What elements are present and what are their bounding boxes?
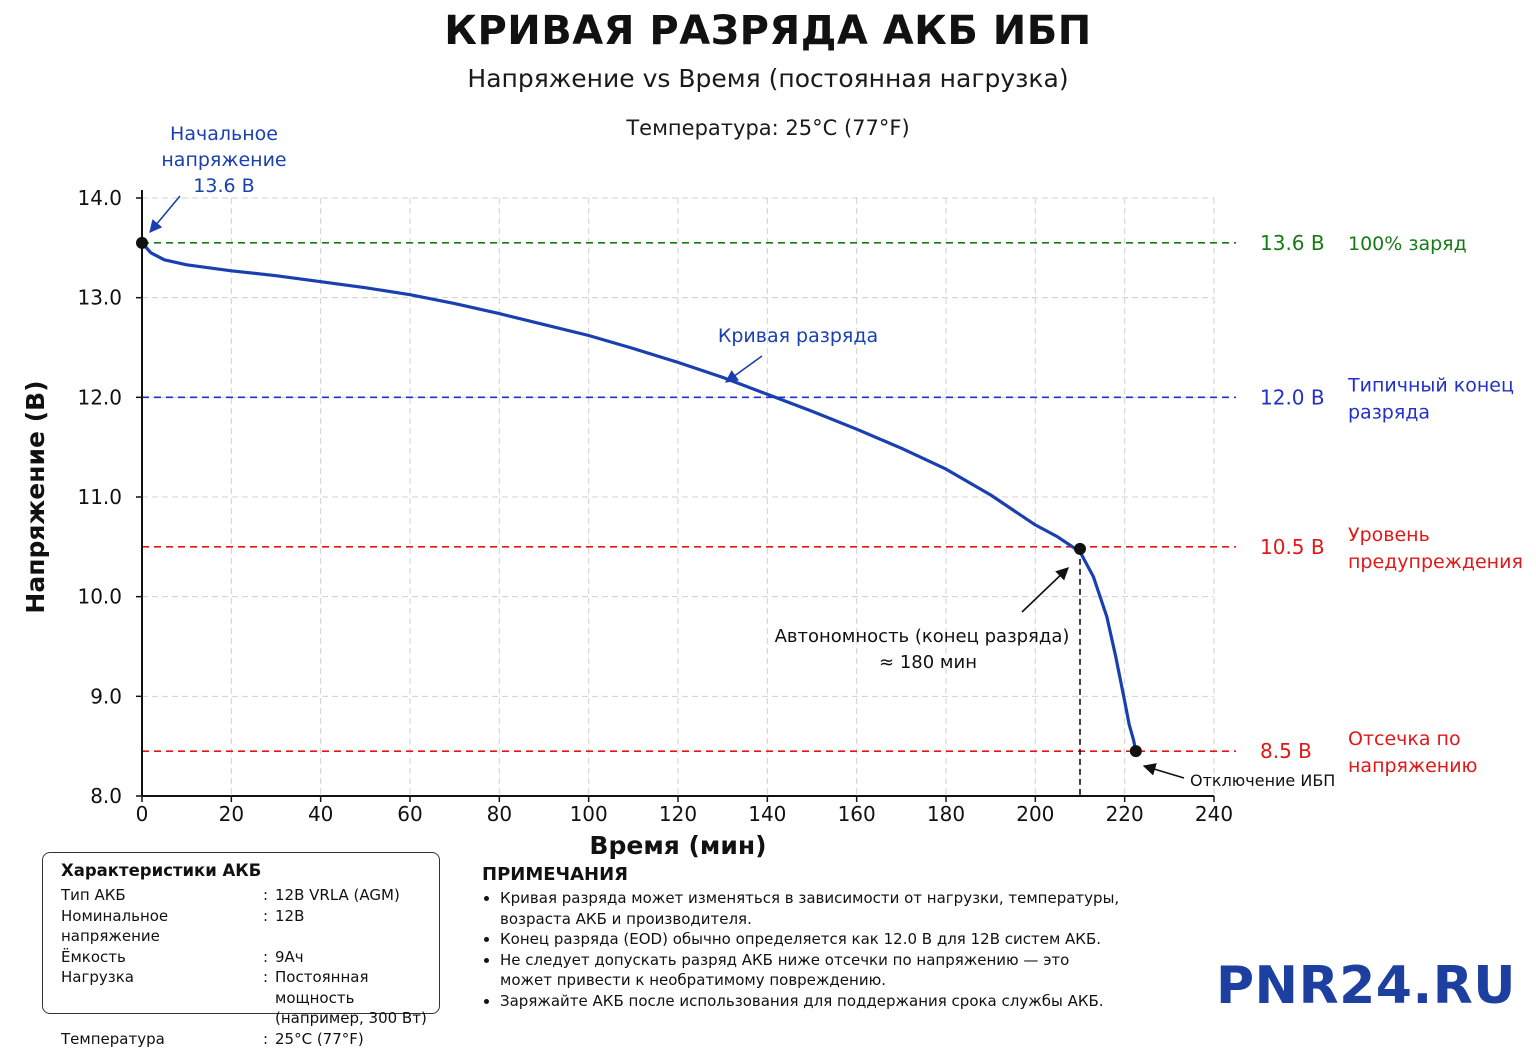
reference-lines: 13.6 В 100% заряд 12.0 В Типичный конец разр…: [142, 231, 1523, 777]
spec-row: Нагрузка:Постоянная мощность (например, …: [61, 967, 439, 1029]
spec-row: Температура:25°C (77°F): [61, 1029, 439, 1049]
start-annotation-line: Начальное: [170, 123, 278, 145]
x-tick-label: 60: [397, 802, 422, 826]
spec-label: Номинальное напряжение: [61, 906, 263, 947]
start-annotation-arrow: [150, 196, 180, 232]
y-tick-label: 14.0: [77, 186, 122, 210]
x-tick-label: 180: [927, 802, 965, 826]
discharge-curve-group: [136, 237, 1142, 796]
x-tick-label: 0: [136, 802, 149, 826]
spec-colon: :: [263, 906, 275, 947]
x-axis-label: Время (мин): [589, 831, 766, 860]
note-item: Конец разряда (EOD) обычно определяется …: [500, 929, 1122, 950]
runtime-annotation-line1: Автономность (конец разряда): [775, 626, 1070, 647]
data-point-marker: [136, 237, 148, 249]
notes-section: ПРИМЕЧАНИЯ Кривая разряда может изменять…: [482, 864, 1122, 1011]
notes-title: ПРИМЕЧАНИЯ: [482, 864, 1122, 885]
spec-row: Ёмкость:9Ач: [61, 947, 439, 968]
spec-colon: :: [263, 1029, 275, 1049]
start-annotation-line: напряжение: [161, 149, 286, 171]
shutdown-annotation: Отключение ИБП: [1190, 771, 1335, 790]
reference-value-label: 12.0 В: [1260, 385, 1325, 409]
reference-desc-line: 100% заряд: [1348, 233, 1467, 255]
x-tick-label: 140: [748, 802, 786, 826]
y-tick-label: 10.0: [77, 585, 122, 609]
reference-desc-line: напряжению: [1348, 755, 1478, 777]
specs-rows: Тип АКБ:12В VRLA (AGM)Номинальное напряж…: [61, 885, 439, 1049]
note-item: Кривая разряда может изменяться в зависи…: [500, 888, 1122, 929]
x-tick-label: 80: [487, 802, 512, 826]
x-tick-label: 120: [659, 802, 697, 826]
y-tick-label: 9.0: [90, 684, 122, 708]
spec-value: 25°C (77°F): [275, 1029, 439, 1049]
spec-row: Номинальное напряжение:12В: [61, 906, 439, 947]
reference-desc-label: 100% заряд: [1348, 233, 1467, 255]
y-tick-label: 8.0: [90, 784, 122, 808]
brand-logo: PNR24.RU: [1216, 956, 1516, 1016]
spec-label: Нагрузка: [61, 967, 263, 1029]
x-tick-label: 20: [219, 802, 244, 826]
y-tick-label: 12.0: [77, 385, 122, 409]
battery-specs-box: Характеристики АКБ Тип АКБ:12В VRLA (AGM…: [42, 852, 440, 1014]
spec-label: Ёмкость: [61, 947, 263, 968]
shutdown-annotation-arrow: [1144, 766, 1184, 778]
notes-list: Кривая разряда может изменяться в зависи…: [482, 888, 1122, 1011]
y-tick-label: 13.0: [77, 286, 122, 310]
y-tick-label: 11.0: [77, 485, 122, 509]
annotations: Начальное напряжение 13.6 В Кривая разряда А…: [150, 123, 1335, 790]
reference-desc-line: Отсечка по: [1348, 728, 1461, 750]
reference-desc-line: Уровень: [1348, 524, 1430, 546]
curve-annotation-arrow: [726, 356, 762, 382]
discharge-chart: 13.6 В 100% заряд 12.0 В Типичный конец разр…: [0, 0, 1536, 860]
start-annotation-line: 13.6 В: [193, 175, 254, 197]
spec-colon: :: [263, 967, 275, 1029]
x-tick-label: 40: [308, 802, 333, 826]
start-voltage-annotation: Начальное напряжение 13.6 В: [161, 123, 286, 197]
axes: 8.0 9.0 10.0 11.0 12.0 13.0 14.0 0 20 40 60 80 100 12…: [21, 186, 1233, 860]
spec-value: Постоянная мощность (например, 300 Вт): [275, 967, 439, 1029]
data-point-marker: [1074, 543, 1086, 555]
reference-desc-line: предупреждения: [1348, 551, 1523, 573]
note-item: Заряжайте АКБ после использования для по…: [500, 991, 1122, 1012]
runtime-annotation-arrow: [1022, 568, 1068, 612]
spec-colon: :: [263, 947, 275, 968]
note-item: Не следует допускать разряд АКБ ниже отс…: [500, 950, 1122, 991]
reference-desc-label: Типичный конец разряда: [1347, 374, 1514, 423]
reference-desc-line: Типичный конец: [1347, 374, 1514, 396]
reference-value-label: 8.5 В: [1260, 739, 1312, 763]
spec-colon: :: [263, 885, 275, 906]
spec-label: Тип АКБ: [61, 885, 263, 906]
reference-value-label: 10.5 В: [1260, 535, 1325, 559]
spec-value: 9Ач: [275, 947, 439, 968]
spec-value: 12В: [275, 906, 439, 947]
x-tick-label: 200: [1016, 802, 1054, 826]
spec-row: Тип АКБ:12В VRLA (AGM): [61, 885, 439, 906]
x-tick-label: 100: [570, 802, 608, 826]
reference-desc-label: Отсечка по напряжению: [1348, 728, 1478, 777]
x-tick-label: 160: [838, 802, 876, 826]
spec-value: 12В VRLA (AGM): [275, 885, 439, 906]
reference-value-label: 13.6 В: [1260, 231, 1325, 255]
spec-label: Температура: [61, 1029, 263, 1049]
reference-desc-label: Уровень предупреждения: [1348, 524, 1523, 573]
reference-desc-line: разряда: [1348, 401, 1430, 423]
curve-annotation: Кривая разряда: [718, 325, 878, 347]
y-axis-label: Напряжение (В): [21, 380, 50, 613]
x-tick-label: 220: [1106, 802, 1144, 826]
specs-title: Характеристики АКБ: [61, 861, 439, 880]
x-tick-label: 240: [1195, 802, 1233, 826]
data-point-marker: [1130, 745, 1142, 757]
grid: [142, 198, 1214, 796]
runtime-annotation-line2: ≈ 180 мин: [879, 652, 977, 673]
